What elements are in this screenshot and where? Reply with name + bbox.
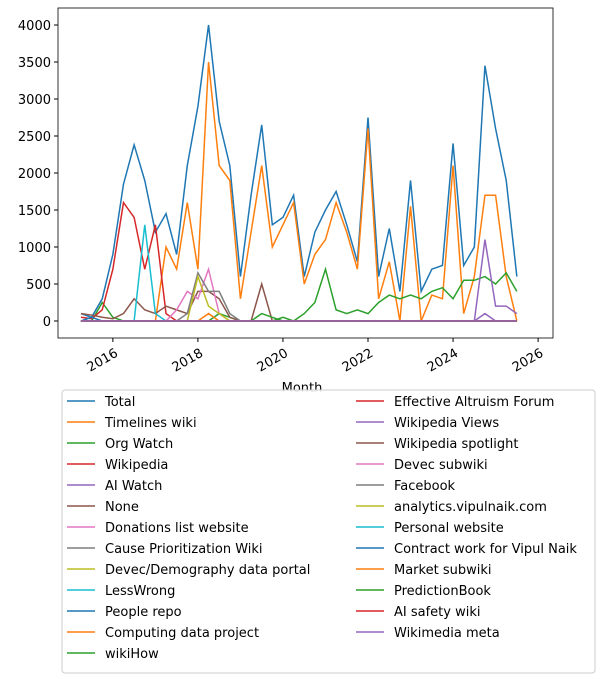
series-line	[80, 200, 517, 322]
legend-box	[61, 389, 596, 674]
legend-label: Devec subwiki	[394, 458, 488, 473]
series-line	[80, 273, 517, 322]
y-tick-label: 3500	[18, 56, 51, 71]
legend-label: analytics.vipulnaik.com	[394, 500, 547, 515]
legend-label: LessWrong	[105, 584, 175, 599]
x-tick-label: 2022	[340, 346, 376, 376]
legend-label: Donations list website	[105, 521, 249, 536]
legend-label: Market subwiki	[394, 563, 491, 578]
legend-label: Cause Prioritization Wiki	[105, 542, 263, 557]
y-tick-label: 2500	[18, 130, 51, 145]
series-line	[80, 281, 517, 322]
legend-label: Effective Altruism Forum	[394, 395, 554, 410]
legend-label: People repo	[105, 605, 182, 620]
legend-label: Computing data project	[105, 626, 259, 641]
y-tick-label: 0	[43, 315, 51, 330]
y-tick-label: 1000	[18, 241, 51, 256]
legend-label: Wikipedia Views	[394, 416, 499, 431]
legend-label: Total	[104, 395, 135, 410]
legend-label: Wikipedia spotlight	[394, 437, 518, 452]
legend-label: AI Watch	[105, 479, 162, 494]
x-tick-label: 2024	[425, 346, 461, 376]
legend-label: Contract work for Vipul Naik	[394, 542, 577, 557]
y-tick-label: 4000	[18, 19, 51, 34]
legend-label: Timelines wiki	[104, 416, 197, 431]
series-line	[80, 239, 518, 322]
legend-label: Wikimedia meta	[394, 626, 500, 641]
legend-label: Personal website	[394, 521, 504, 536]
series-line	[80, 266, 517, 322]
series-line	[80, 266, 518, 322]
y-tick-label: 1500	[18, 204, 51, 219]
x-tick-label: 2016	[85, 346, 121, 376]
x-tick-label: 2018	[170, 346, 206, 376]
plot-frame	[57, 7, 554, 339]
y-tick-label: 500	[26, 278, 51, 293]
legend-label: wikiHow	[105, 647, 159, 662]
legend-label: Wikipedia	[105, 458, 168, 473]
y-tick-label: 3000	[18, 93, 51, 108]
legend-label: AI safety wiki	[394, 605, 480, 620]
x-tick-label: 2026	[510, 346, 546, 376]
legend-label: None	[105, 500, 139, 515]
series-line	[80, 24, 518, 319]
legend-label: Devec/Demography data portal	[105, 563, 310, 578]
legend-label: Org Watch	[105, 437, 173, 452]
x-tick-label: 2020	[255, 346, 291, 376]
y-tick-label: 2000	[18, 167, 51, 182]
legend-label: Facebook	[394, 479, 456, 494]
legend-label: PredictionBook	[394, 584, 491, 599]
